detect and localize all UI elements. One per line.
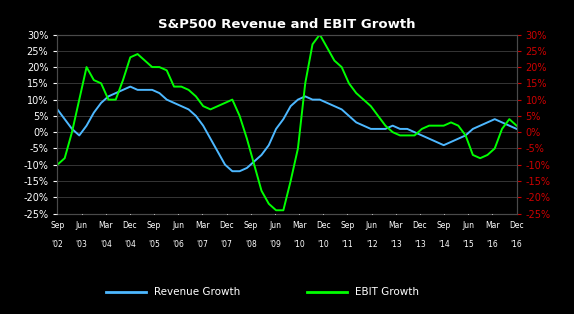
Text: '15: '15: [463, 240, 474, 249]
Text: Sep: Sep: [437, 221, 451, 230]
Text: Mar: Mar: [389, 221, 403, 230]
Text: Dec: Dec: [123, 221, 137, 230]
Text: '13: '13: [390, 240, 402, 249]
Text: '16: '16: [487, 240, 498, 249]
Text: '10: '10: [317, 240, 329, 249]
Text: '11: '11: [342, 240, 353, 249]
Text: '07: '07: [196, 240, 208, 249]
Text: Mar: Mar: [195, 221, 210, 230]
Text: Jun: Jun: [76, 221, 88, 230]
Text: Sep: Sep: [51, 221, 64, 230]
Text: '03: '03: [76, 240, 87, 249]
Text: '08: '08: [245, 240, 257, 249]
Text: Mar: Mar: [98, 221, 113, 230]
Text: Sep: Sep: [243, 221, 258, 230]
Text: Mar: Mar: [292, 221, 307, 230]
Text: '09: '09: [269, 240, 281, 249]
Text: '10: '10: [293, 240, 305, 249]
Text: Jun: Jun: [366, 221, 378, 230]
Text: '04: '04: [124, 240, 136, 249]
Text: Dec: Dec: [316, 221, 331, 230]
Text: Revenue Growth: Revenue Growth: [154, 287, 241, 297]
Text: Jun: Jun: [269, 221, 281, 230]
Text: '07: '07: [220, 240, 232, 249]
Text: '13: '13: [414, 240, 426, 249]
Text: '16: '16: [511, 240, 522, 249]
Text: Jun: Jun: [462, 221, 474, 230]
Text: EBIT Growth: EBIT Growth: [355, 287, 419, 297]
Text: Jun: Jun: [172, 221, 184, 230]
Text: Sep: Sep: [340, 221, 355, 230]
Text: Dec: Dec: [219, 221, 234, 230]
Text: '12: '12: [366, 240, 377, 249]
Text: '02: '02: [52, 240, 63, 249]
Text: '04: '04: [100, 240, 112, 249]
Text: Mar: Mar: [485, 221, 500, 230]
Text: Sep: Sep: [147, 221, 161, 230]
Text: '06: '06: [172, 240, 184, 249]
Text: Dec: Dec: [413, 221, 427, 230]
Text: '14: '14: [438, 240, 450, 249]
Title: S&P500 Revenue and EBIT Growth: S&P500 Revenue and EBIT Growth: [158, 18, 416, 30]
Text: '05: '05: [148, 240, 160, 249]
Text: Dec: Dec: [509, 221, 524, 230]
